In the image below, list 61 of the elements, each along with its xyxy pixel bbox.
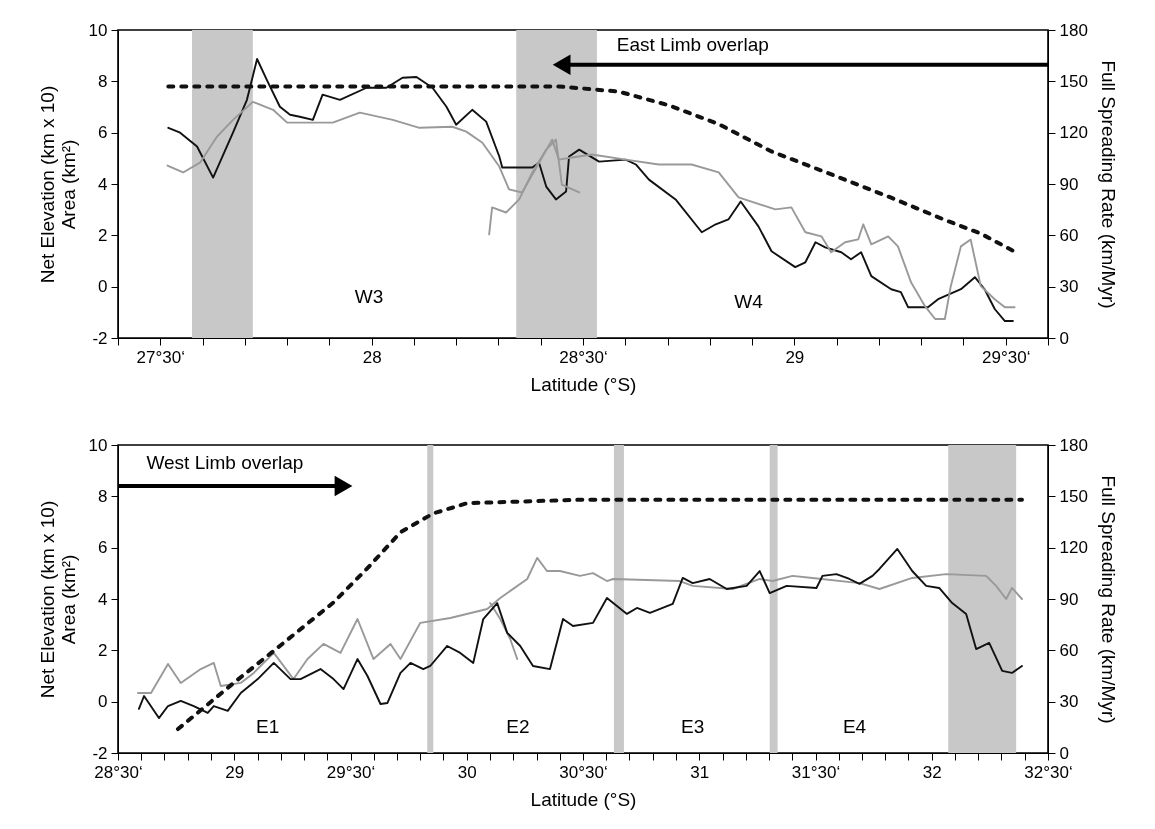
y2-tick-label: 120: [1059, 123, 1088, 143]
x-tick-label: 30°30‘: [559, 762, 608, 782]
x-tick-label: 31°30‘: [791, 762, 841, 782]
y2-tick-label: 60: [1059, 225, 1079, 245]
annotation: E4: [842, 716, 867, 738]
y-tick-label: 8: [98, 486, 108, 506]
line-series: [137, 556, 1023, 694]
x-axis-title: Latitude (°S): [530, 373, 637, 395]
x-tick-label: 28: [362, 347, 382, 367]
y-tick-label: 10: [88, 435, 108, 455]
x-tick-label: 29°30‘: [326, 762, 376, 782]
x-tick-label: 29°30‘: [982, 347, 1031, 367]
y2-tick-label: 0: [1059, 743, 1069, 763]
y-tick-label: 4: [98, 174, 108, 194]
y-tick-label: -2: [92, 328, 108, 348]
y-tick-label: 6: [98, 538, 108, 558]
annotation: East Limb overlap: [616, 34, 769, 56]
y-tick-label: 0: [98, 692, 108, 712]
line-series: [488, 138, 581, 236]
y2-tick-label: 120: [1059, 538, 1088, 558]
annotation: West Limb overlap: [146, 451, 304, 473]
y-axis-title: Net Elevation (km x 10) Area (km²): [36, 85, 79, 284]
x-tick-label: 29: [225, 762, 245, 782]
annotation: E3: [681, 716, 705, 738]
y2-tick-label: 150: [1059, 71, 1088, 91]
y-tick-label: 6: [98, 123, 108, 143]
x-tick-label: 28°30‘: [94, 762, 143, 782]
y-tick-label: 10: [88, 20, 108, 40]
y2-tick-label: 90: [1059, 174, 1079, 194]
y-tick-label: 2: [98, 640, 108, 660]
annotation: W3: [354, 286, 384, 308]
y2-axis-title: Full Spreading Rate (km/Myr): [1097, 60, 1119, 309]
y-tick-label: 2: [98, 225, 108, 245]
x-tick-label: 29: [785, 347, 805, 367]
y-tick-label: 8: [98, 71, 108, 91]
y2-tick-label: 60: [1059, 640, 1079, 660]
y-tick-label: -2: [92, 743, 108, 763]
y2-axis-title: Full Spreading Rate (km/Myr): [1097, 475, 1119, 724]
y2-tick-label: 30: [1059, 692, 1079, 712]
y2-tick-label: 150: [1059, 486, 1088, 506]
line-series: [167, 58, 1014, 323]
y-tick-label: 4: [98, 589, 108, 609]
annotation: E2: [506, 716, 530, 738]
x-tick-label: 30: [457, 762, 477, 782]
x-tick-label: 27°30‘: [136, 347, 185, 367]
x-axis-title: Latitude (°S): [530, 788, 637, 810]
x-tick-label: 31: [690, 762, 710, 782]
annotation: E1: [256, 716, 280, 738]
y-axis-title: Net Elevation (km x 10) Area (km²): [36, 500, 79, 699]
y2-tick-label: 0: [1059, 328, 1069, 348]
line-series: [489, 602, 519, 661]
x-tick-label: 32°30‘: [1024, 762, 1073, 782]
y-tick-label: 0: [98, 277, 108, 297]
y2-tick-label: 180: [1059, 20, 1088, 40]
y2-tick-label: 180: [1059, 435, 1088, 455]
y2-tick-label: 90: [1059, 589, 1079, 609]
x-tick-label: 32: [922, 762, 942, 782]
line-series: [166, 100, 1016, 320]
y2-tick-label: 30: [1059, 277, 1079, 297]
annotation: W4: [734, 290, 764, 312]
x-tick-label: 28°30‘: [559, 347, 608, 367]
